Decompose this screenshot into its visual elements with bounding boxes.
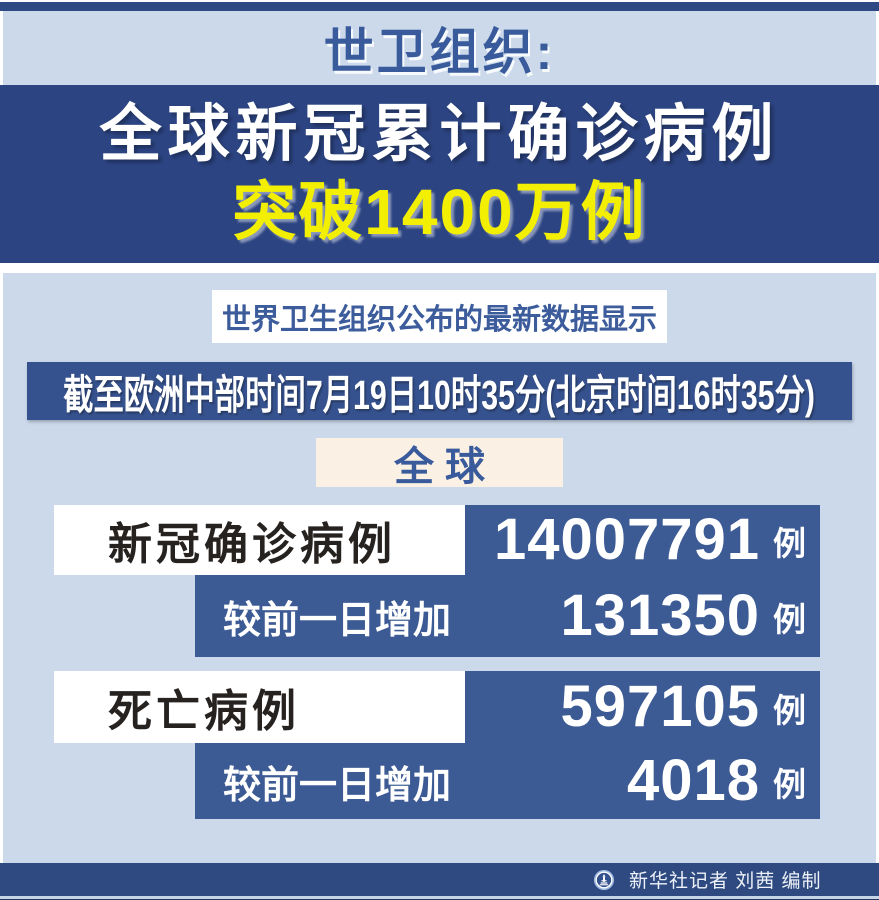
bottom-light-strip bbox=[0, 896, 879, 899]
region-label: 全 球 bbox=[393, 444, 486, 489]
data-panel: 世界卫生组织公布的最新数据显示 截至欧洲中部时间7月19日10时35分(北京时间… bbox=[3, 273, 876, 863]
table-row: 新冠确诊病例 14007791 例 bbox=[54, 505, 820, 575]
stat-group-deaths: 死亡病例 597105 例 较前一日增加 4018 例 bbox=[3, 671, 876, 819]
metric-label-box: 死亡病例 bbox=[54, 671, 465, 743]
delta-label: 较前一日增加 bbox=[223, 764, 452, 807]
delta-value: 131350 bbox=[560, 583, 760, 648]
headline-line1: 全球新冠累计确诊病例 bbox=[99, 99, 780, 169]
metric-unit: 例 bbox=[773, 691, 806, 729]
top-accent-bar bbox=[0, 2, 879, 11]
metric-label: 新冠确诊病例 bbox=[108, 520, 396, 569]
timestamp-text: 截至欧洲中部时间7月19日10时35分(北京时间16时35分) bbox=[63, 372, 816, 418]
metric-label-box: 新冠确诊病例 bbox=[54, 505, 465, 575]
delta-value-group: 131350 例 bbox=[560, 587, 806, 645]
region-label-box: 全 球 bbox=[316, 438, 563, 489]
metric-value-box: 597105 例 bbox=[465, 671, 820, 743]
headline-line2: 突破1400万例 bbox=[232, 175, 647, 248]
stats-section: 新冠确诊病例 14007791 例 较前一日增加 131350 例 bbox=[3, 505, 876, 819]
xinhua-logo-icon bbox=[593, 869, 615, 891]
source-note-text: 世界卫生组织公布的最新数据显示 bbox=[221, 303, 657, 336]
metric-value-box: 14007791 例 bbox=[465, 505, 820, 575]
footer-bar: 新华社记者 刘茜 编制 bbox=[0, 863, 879, 896]
metric-label: 死亡病例 bbox=[108, 687, 300, 736]
metric-unit: 例 bbox=[773, 524, 806, 562]
stat-group-confirmed: 新冠确诊病例 14007791 例 较前一日增加 131350 例 bbox=[3, 505, 876, 657]
headline-block: 全球新冠累计确诊病例 突破1400万例 bbox=[0, 85, 879, 263]
metric-value: 14007791 bbox=[493, 507, 760, 572]
metric-value: 597105 bbox=[560, 674, 760, 739]
delta-label: 较前一日增加 bbox=[223, 599, 452, 642]
kicker-band: 世卫组织: bbox=[3, 11, 876, 85]
credit-text: 新华社记者 刘茜 编制 bbox=[629, 871, 822, 892]
top-white-line bbox=[0, 0, 879, 2]
table-row: 死亡病例 597105 例 bbox=[54, 671, 820, 743]
timestamp-bar: 截至欧洲中部时间7月19日10时35分(北京时间16时35分) bbox=[27, 362, 852, 420]
table-row: 较前一日增加 131350 例 bbox=[195, 575, 820, 657]
delta-value-group: 4018 例 bbox=[627, 752, 806, 810]
kicker-text: 世卫组织: bbox=[323, 24, 556, 80]
table-row: 较前一日增加 4018 例 bbox=[195, 743, 820, 819]
delta-unit: 例 bbox=[773, 600, 806, 638]
divider-gap bbox=[0, 263, 879, 273]
delta-unit: 例 bbox=[773, 765, 806, 803]
delta-value: 4018 bbox=[626, 748, 760, 813]
source-note-box: 世界卫生组织公布的最新数据显示 bbox=[212, 290, 667, 343]
